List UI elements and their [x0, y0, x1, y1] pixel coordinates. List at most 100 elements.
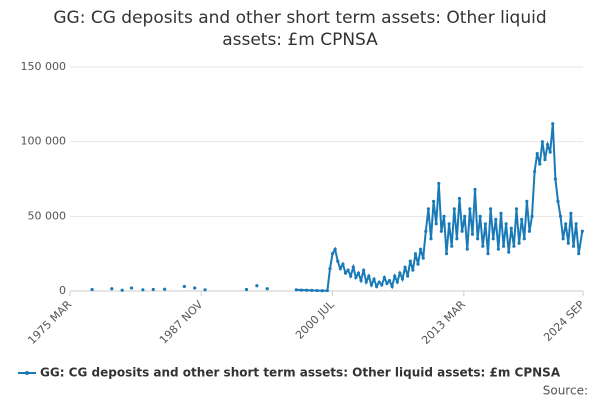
point [566, 241, 570, 245]
point [129, 286, 134, 290]
point [141, 288, 145, 292]
point [439, 229, 443, 233]
point [483, 222, 488, 226]
point [333, 247, 337, 251]
point [468, 207, 472, 211]
point [377, 280, 381, 284]
point [444, 252, 449, 256]
point [556, 199, 560, 203]
point [424, 229, 428, 233]
point [533, 169, 537, 174]
point [416, 262, 420, 266]
point [336, 259, 340, 263]
point [577, 252, 581, 256]
point [561, 237, 565, 241]
point [525, 199, 529, 203]
point [476, 237, 480, 241]
point [359, 278, 363, 283]
point [310, 288, 314, 293]
point [486, 252, 490, 256]
point [328, 267, 332, 271]
point [343, 271, 348, 275]
point [460, 229, 464, 233]
point [574, 222, 578, 226]
point [244, 287, 249, 292]
point [558, 214, 563, 218]
point [349, 274, 353, 278]
point [382, 275, 386, 280]
point [548, 150, 552, 154]
point [411, 268, 415, 272]
y-tick-label: 150 000 [21, 60, 67, 73]
point [419, 247, 423, 251]
point [341, 262, 345, 266]
x-tick-label: 2024 SEP [541, 298, 587, 344]
point [504, 222, 508, 226]
point [203, 288, 207, 292]
point [393, 274, 397, 278]
x-tick-label: 2013 MAR [419, 298, 468, 347]
point [255, 284, 259, 288]
point [403, 265, 407, 269]
point [338, 267, 342, 271]
legend-marker [25, 371, 29, 375]
chart-title: assets: £m CPNSA [222, 30, 378, 50]
point [265, 287, 269, 291]
point [551, 122, 555, 126]
point [442, 214, 446, 218]
point [571, 244, 576, 248]
point [406, 274, 410, 278]
point [398, 271, 402, 275]
point [413, 252, 418, 256]
point [535, 152, 539, 156]
point [553, 177, 557, 181]
point [455, 237, 459, 241]
point [320, 289, 324, 293]
point [488, 207, 493, 211]
point [538, 162, 542, 166]
point [364, 280, 368, 284]
point [478, 214, 482, 218]
y-tick-label: 0 [59, 284, 66, 297]
point [346, 268, 350, 272]
point [299, 288, 304, 292]
point [522, 237, 526, 241]
y-tick-label: 50 000 [28, 209, 67, 222]
point [429, 237, 433, 241]
point [325, 288, 329, 293]
x-tick-label: 2000 JUL [293, 297, 337, 341]
point [385, 281, 389, 286]
point [447, 222, 451, 226]
point [517, 241, 521, 245]
point [315, 288, 319, 293]
x-tick-label: 1975 MAR [25, 298, 74, 347]
point [387, 278, 392, 283]
point [473, 187, 477, 192]
point [512, 244, 516, 248]
point [530, 214, 534, 218]
point [450, 244, 454, 248]
point [496, 247, 500, 251]
point [545, 143, 550, 147]
x-tick-label: 1987 NOV [157, 298, 206, 347]
point [481, 244, 485, 248]
point [408, 259, 412, 263]
point [163, 287, 167, 291]
point [569, 211, 573, 215]
point [110, 287, 114, 291]
point [421, 256, 425, 260]
point [434, 222, 438, 226]
point [400, 277, 405, 281]
point [457, 196, 462, 201]
point [182, 284, 186, 289]
chart-title: GG: CG deposits and other short term ass… [53, 8, 546, 28]
point [499, 211, 503, 215]
point [294, 288, 298, 292]
point [540, 140, 545, 144]
series-line [296, 123, 584, 292]
point [367, 274, 371, 278]
point [426, 207, 431, 211]
point [463, 214, 467, 218]
point [90, 287, 94, 292]
